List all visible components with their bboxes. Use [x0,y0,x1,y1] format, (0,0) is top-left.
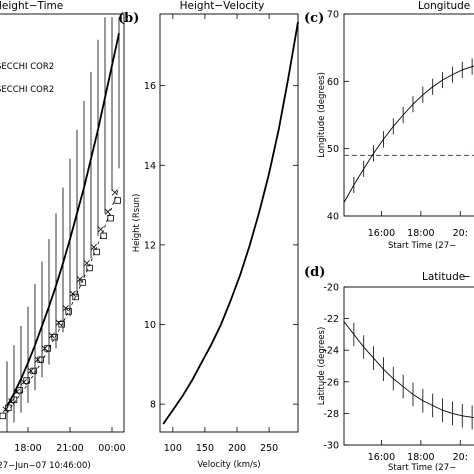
panel-a-cross-point [27,367,34,374]
panel-a-cross-point [41,345,48,352]
panel-d-y-tick-label: -20 [323,283,339,294]
panel-a-square-point [23,377,30,384]
panel-b-x-tick-label: 100 [164,443,182,454]
panel-a-square-point [86,264,93,272]
panel-c-x-axis-label: Start Time (27− [388,241,456,251]
panel-c-title: Longitude [418,0,470,12]
panel-a-square-point [51,333,58,341]
panel-a-cross-point [90,244,97,251]
panel-c-y-tick-label: 60 [327,77,339,88]
panel-a-cross-point [62,305,69,312]
panel-d-y-tick-label: -26 [323,377,339,388]
panel-c-longitude: (c) Longitude 40 50 60 70 16:00 18:00 20: Star… [304,0,474,251]
panel-b-curve [162,21,299,425]
panel-a-cross-point [13,388,20,395]
panel-a-square-point [100,232,107,240]
panel-d-y-tick-label: -22 [323,314,339,325]
panel-a-square-point [79,279,86,286]
panel-b-y-axis-label: Height (Rsun) [132,194,142,253]
panel-d-y-axis-label: Latitude (degrees) [317,327,327,406]
panel-b-axes: 8 10 12 14 16 100 150 200 250 [144,14,298,454]
panel-b-y-tick-label: 12 [144,240,156,251]
panel-c-letter: (c) [304,11,324,26]
panel-a-height-time: Height−Time SECCHI COR2 SECCHI COR2 18:0… [0,0,126,471]
panel-a-cross-point [83,260,90,267]
panel-c-x-tick-label: 20: [453,228,468,239]
panel-b-x-tick-label: 200 [228,443,246,454]
panel-a-cross-point [20,379,27,386]
panel-a-x-tick-label: 00:00 [98,443,125,454]
panel-a-x-axis-label: (27−Jun−07 10:46:00) [0,461,91,471]
panel-a-legend: SECCHI COR2 SECCHI COR2 [0,62,54,95]
panel-a-x-axis: 18:00 21:00 00:00 [14,427,126,454]
panel-d-title: Latitude [422,271,465,283]
panel-d-x-tick-label: 16:00 [368,452,395,463]
panel-b-title: Height−Velocity [180,0,265,12]
panel-b-y-tick-label: 10 [144,320,156,331]
panel-d-frame [343,286,474,446]
panel-d-y-tick-label: -28 [323,409,339,420]
panel-a-legend-entry-1: SECCHI COR2 [0,62,54,72]
panel-c-axes: 40 50 60 70 16:00 18:00 20: [327,10,468,240]
panel-d-title-dash: − [462,271,471,283]
panel-a-legend-entry-2: SECCHI COR2 [0,85,54,95]
panel-c-y-tick-label: 40 [327,212,339,223]
panel-c-x-tick-label: 16:00 [368,228,395,239]
panel-c-error-bars [353,58,473,194]
panel-a-square-point [65,308,72,315]
panel-d-x-tick-label: 18:00 [407,452,434,463]
panel-a-data [0,17,121,432]
panel-d-axes: -30 -28 -26 -24 -22 -20 16:00 18:00 20: [323,283,468,464]
panel-a-square-point [16,386,23,394]
panel-d-curve [343,321,474,418]
panel-a-cross-point [55,319,62,326]
panel-d-y-tick-label: -30 [323,441,339,452]
panel-a-square-point [58,321,65,328]
panel-d-latitude: (d) Latitude − -30 -28 -26 -24 -22 -20 16:00 18… [304,265,474,473]
panel-a-cross-point [69,290,76,297]
panel-a-dashed-fit [6,187,120,413]
panel-c-frame [343,13,474,217]
panel-c-y-tick-label: 70 [327,10,339,21]
panel-a-cross-point [111,189,118,196]
panel-b-y-tick-label: 16 [144,81,156,92]
panel-c-y-tick-label: 50 [327,144,339,155]
panel-a-cross-point [2,406,9,413]
panel-c-x-tick-label: 18:00 [407,228,434,239]
panel-a-cross-point [34,356,41,363]
panel-b-frame [159,13,299,433]
panel-a-cross-point [8,398,15,405]
panel-a-square-point [93,248,100,256]
panel-a-square-point [72,293,79,301]
panel-a-square-point [0,412,6,420]
panel-a-x-tick-label: 18:00 [14,443,41,454]
panel-d-letter: (d) [304,265,325,280]
panel-a-cross-point [97,226,104,233]
panel-d-x-axis-label: Start Time (27− [388,463,456,473]
panel-b-x-tick-label: 250 [260,443,278,454]
panel-d-x-tick-label: 20: [453,452,468,463]
panel-b-y-tick-label: 8 [150,400,156,411]
panel-a-title: Height−Time [0,0,63,12]
panel-b-x-tick-label: 150 [196,443,214,454]
panel-a-fit-curve [6,33,120,407]
panel-d-y-tick-label: -24 [323,346,339,357]
panel-a-square-point [10,396,18,404]
panel-a-square-point [5,404,12,412]
panel-b-x-axis-label: Velocity (km/s) [197,460,260,470]
panel-b-letter: (b) [118,11,139,26]
panel-c-curve [343,65,474,203]
panel-a-cross-point [48,332,55,339]
panel-c-y-axis-label: Longitude (degrees) [317,72,327,158]
panel-a-cross-point [104,208,111,215]
panel-a-x-tick-label: 21:00 [56,443,83,454]
panel-a-cross-point [76,276,83,283]
panel-a-square-point [114,197,121,204]
panel-a-frame [0,13,125,433]
panel-b-height-velocity: (b) Height−Velocity 8 10 12 14 16 100 150 200 25… [118,0,299,470]
panel-a-square-point [107,214,114,222]
panel-b-y-tick-label: 14 [144,161,156,172]
panel-a-square-point [37,356,44,363]
